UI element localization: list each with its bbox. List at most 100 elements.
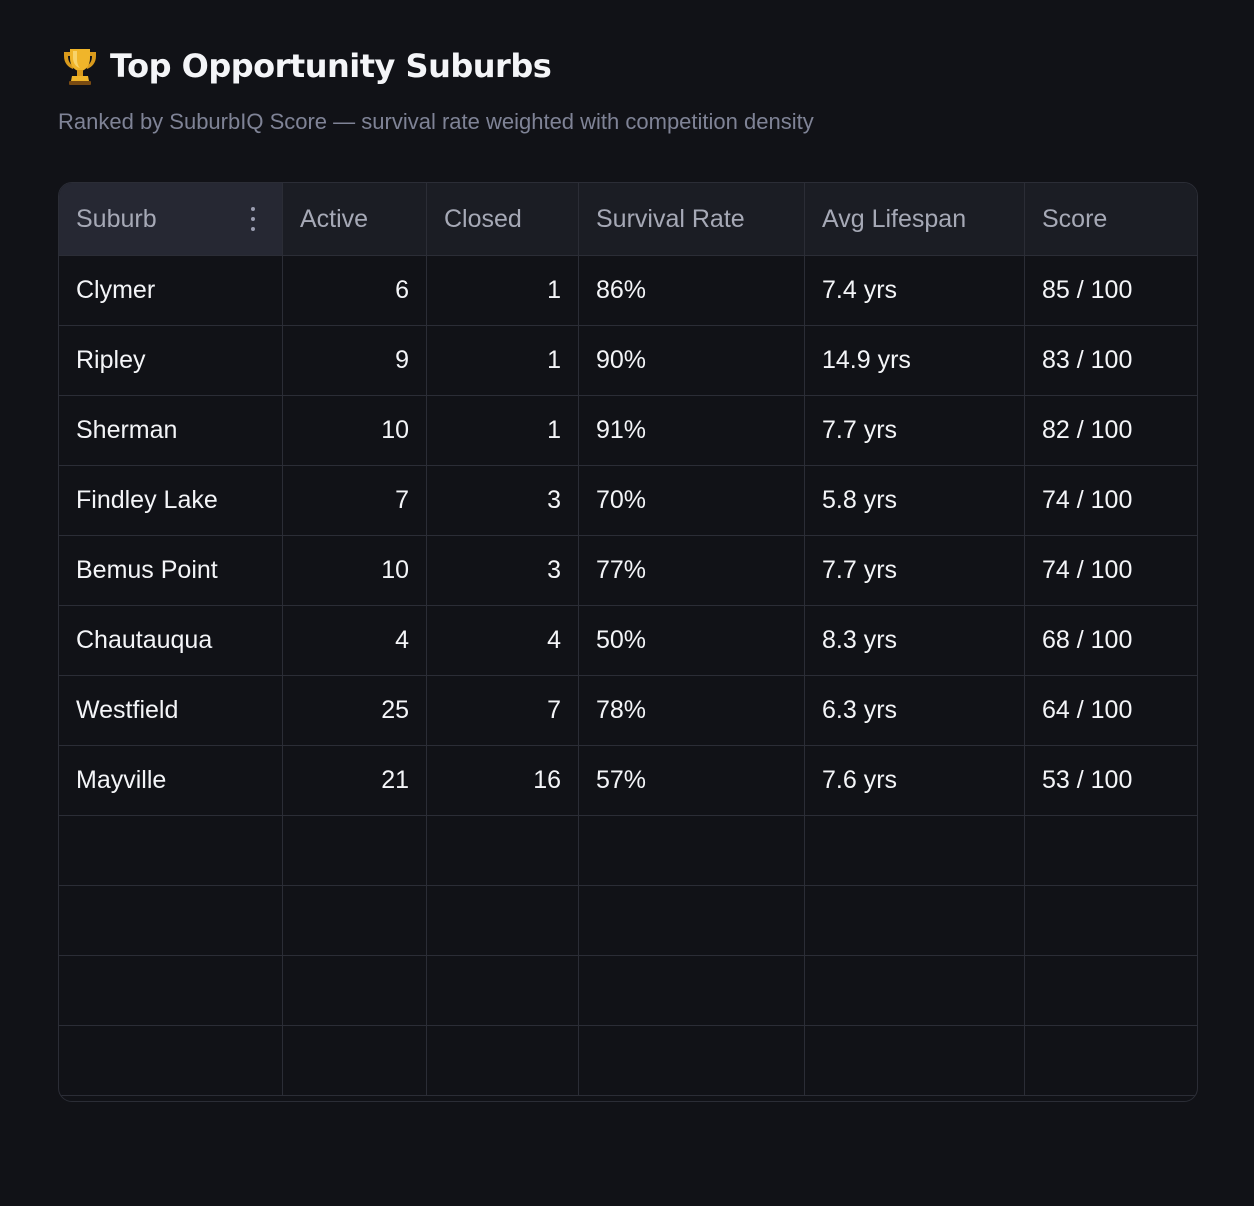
empty-cell[interactable]: [283, 886, 427, 955]
column-header-closed[interactable]: Closed: [427, 183, 579, 255]
cell-survival-rate[interactable]: 86%: [579, 256, 805, 325]
cell-suburb[interactable]: Clymer: [59, 256, 283, 325]
column-menu-icon[interactable]: [250, 207, 256, 231]
cell-avg-lifespan[interactable]: 7.7 yrs: [805, 536, 1025, 605]
cell-score[interactable]: 74 / 100: [1042, 556, 1133, 584]
cell-avg-lifespan[interactable]: 8.3 yrs: [805, 606, 1025, 675]
cell-score[interactable]: 82 / 100: [1042, 416, 1133, 444]
cell-closed[interactable]: 16: [427, 746, 579, 815]
cell-suburb[interactable]: Chautauqua: [59, 606, 283, 675]
cell-closed[interactable]: 3: [427, 536, 579, 605]
empty-cell[interactable]: [1025, 1026, 1197, 1095]
empty-cell[interactable]: [1025, 956, 1197, 1025]
empty-cell[interactable]: [579, 1026, 805, 1095]
column-header-label: Suburb: [76, 204, 157, 233]
column-header-label: Score: [1042, 204, 1108, 233]
empty-table-row: [59, 956, 1197, 1026]
cell-active[interactable]: 7: [283, 466, 427, 535]
cell-survival-rate[interactable]: 57%: [579, 746, 805, 815]
table-row: Bemus Point 10 3 77% 7.7 yrs 74 / 100: [59, 536, 1197, 606]
cell-avg-lifespan[interactable]: 7.6 yrs: [805, 746, 1025, 815]
empty-cell[interactable]: [1025, 886, 1197, 955]
cell-survival-rate[interactable]: 90%: [579, 326, 805, 395]
column-header-score[interactable]: Score: [1025, 183, 1197, 255]
empty-cell[interactable]: [283, 956, 427, 1025]
empty-cell[interactable]: [427, 816, 579, 885]
cell-active[interactable]: 25: [283, 676, 427, 745]
cell-closed[interactable]: 4: [427, 606, 579, 675]
cell-closed[interactable]: 1: [427, 326, 579, 395]
empty-cell[interactable]: [427, 956, 579, 1025]
cell-score[interactable]: 83 / 100: [1042, 346, 1133, 374]
cell-suburb[interactable]: Sherman: [59, 396, 283, 465]
cell-active[interactable]: 9: [283, 326, 427, 395]
empty-cell[interactable]: [1025, 816, 1197, 885]
empty-cell[interactable]: [59, 1026, 283, 1095]
column-header-avg-lifespan[interactable]: Avg Lifespan: [805, 183, 1025, 255]
table-row: Chautauqua 4 4 50% 8.3 yrs 68 / 100: [59, 606, 1197, 676]
empty-table-row: [59, 886, 1197, 956]
cell-survival-rate[interactable]: 78%: [579, 676, 805, 745]
cell-suburb[interactable]: Westfield: [59, 676, 283, 745]
empty-table-row: [59, 1026, 1197, 1096]
table-body: Clymer 6 1 86% 7.4 yrs 85 / 100 Ripley 9 1 90% 14.…: [59, 256, 1197, 1096]
empty-cell[interactable]: [59, 886, 283, 955]
empty-cell[interactable]: [283, 816, 427, 885]
table-row: Clymer 6 1 86% 7.4 yrs 85 / 100: [59, 256, 1197, 326]
cell-active[interactable]: 10: [283, 396, 427, 465]
empty-cell[interactable]: [579, 886, 805, 955]
empty-cell[interactable]: [579, 816, 805, 885]
cell-score[interactable]: 53 / 100: [1042, 766, 1133, 794]
trophy-icon: [58, 44, 102, 88]
cell-survival-rate[interactable]: 50%: [579, 606, 805, 675]
cell-closed[interactable]: 3: [427, 466, 579, 535]
cell-suburb[interactable]: Ripley: [59, 326, 283, 395]
cell-score[interactable]: 68 / 100: [1042, 626, 1133, 654]
cell-avg-lifespan[interactable]: 14.9 yrs: [805, 326, 1025, 395]
cell-active[interactable]: 10: [283, 536, 427, 605]
table-row: Ripley 9 1 90% 14.9 yrs 83 / 100: [59, 326, 1197, 396]
cell-avg-lifespan[interactable]: 7.7 yrs: [805, 396, 1025, 465]
cell-closed[interactable]: 7: [427, 676, 579, 745]
column-header-label: Active: [300, 204, 369, 233]
empty-cell[interactable]: [59, 816, 283, 885]
empty-cell[interactable]: [283, 1026, 427, 1095]
column-header-survival-rate[interactable]: Survival Rate: [579, 183, 805, 255]
empty-cell[interactable]: [427, 886, 579, 955]
cell-active[interactable]: 6: [283, 256, 427, 325]
cell-closed[interactable]: 1: [427, 396, 579, 465]
cell-suburb[interactable]: Mayville: [59, 746, 283, 815]
column-header-label: Survival Rate: [596, 204, 745, 233]
cell-score[interactable]: 64 / 100: [1042, 696, 1133, 724]
empty-cell[interactable]: [427, 1026, 579, 1095]
cell-suburb[interactable]: Bemus Point: [59, 536, 283, 605]
empty-cell[interactable]: [805, 956, 1025, 1025]
cell-active[interactable]: 21: [283, 746, 427, 815]
cell-avg-lifespan[interactable]: 5.8 yrs: [805, 466, 1025, 535]
cell-active[interactable]: 4: [283, 606, 427, 675]
cell-survival-rate[interactable]: 91%: [579, 396, 805, 465]
cell-closed[interactable]: 1: [427, 256, 579, 325]
table-header-row: Suburb Active Closed Survival Rate Avg L…: [59, 183, 1197, 256]
empty-cell[interactable]: [805, 886, 1025, 955]
cell-score[interactable]: 85 / 100: [1042, 276, 1133, 304]
cell-avg-lifespan[interactable]: 6.3 yrs: [805, 676, 1025, 745]
cell-suburb[interactable]: Findley Lake: [59, 466, 283, 535]
empty-cell[interactable]: [805, 1026, 1025, 1095]
empty-cell[interactable]: [59, 956, 283, 1025]
table-row: Mayville 21 16 57% 7.6 yrs 53 / 100: [59, 746, 1197, 816]
empty-cell[interactable]: [805, 816, 1025, 885]
empty-cell[interactable]: [579, 956, 805, 1025]
column-header-label: Closed: [444, 204, 522, 233]
cell-avg-lifespan[interactable]: 7.4 yrs: [805, 256, 1025, 325]
empty-table-row: [59, 816, 1197, 886]
table-row: Sherman 10 1 91% 7.7 yrs 82 / 100: [59, 396, 1197, 466]
title-row: Top Opportunity Suburbs: [58, 40, 552, 92]
table-row: Westfield 25 7 78% 6.3 yrs 64 / 100: [59, 676, 1197, 746]
page-subtitle: Ranked by SuburbIQ Score — survival rate…: [58, 109, 814, 134]
cell-score[interactable]: 74 / 100: [1042, 486, 1133, 514]
cell-survival-rate[interactable]: 77%: [579, 536, 805, 605]
cell-survival-rate[interactable]: 70%: [579, 466, 805, 535]
column-header-suburb[interactable]: Suburb: [59, 183, 283, 255]
column-header-active[interactable]: Active: [283, 183, 427, 255]
